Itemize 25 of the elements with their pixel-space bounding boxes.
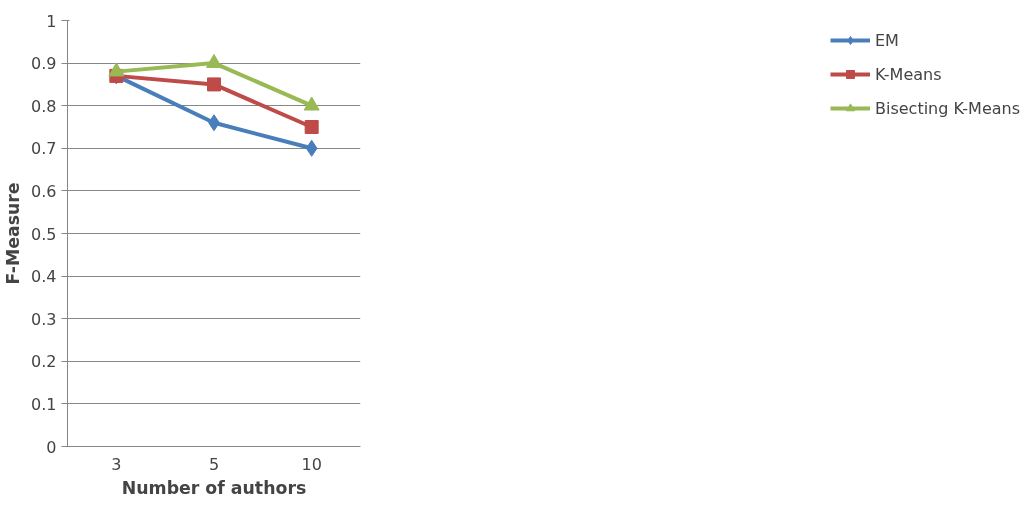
x-tick-label: 5 <box>208 454 220 474</box>
x-tick-label: 3 <box>111 454 122 474</box>
point <box>305 139 318 157</box>
y-tick-label: 0.2 <box>31 352 57 372</box>
point <box>304 120 319 134</box>
point <box>108 62 125 77</box>
x-axis-title: Number of authors <box>121 477 307 498</box>
legend-label: EM <box>874 30 899 50</box>
y-tick-label: 0.3 <box>31 309 57 329</box>
point <box>206 53 222 68</box>
y-tick-label: 0.5 <box>31 224 57 244</box>
y-tick-label: 0.8 <box>31 96 57 116</box>
legend-label: Bisecting K-Means <box>874 98 1020 118</box>
y-tick-label: 0.7 <box>31 139 57 159</box>
y-tick-label: 0.4 <box>31 267 57 287</box>
point <box>303 96 320 111</box>
y-tick-label: 1 <box>46 11 57 31</box>
legend-label: K-Means <box>874 64 942 84</box>
y-tick-label: 0.9 <box>31 54 57 74</box>
point <box>207 77 221 92</box>
x-tick-label: 10 <box>301 454 322 474</box>
y-tick-label: 0.1 <box>31 394 57 414</box>
y-tick-label: 0 <box>46 437 57 457</box>
y-axis-title: F-Measure <box>3 182 24 285</box>
y-tick-label: 0.6 <box>31 181 57 201</box>
